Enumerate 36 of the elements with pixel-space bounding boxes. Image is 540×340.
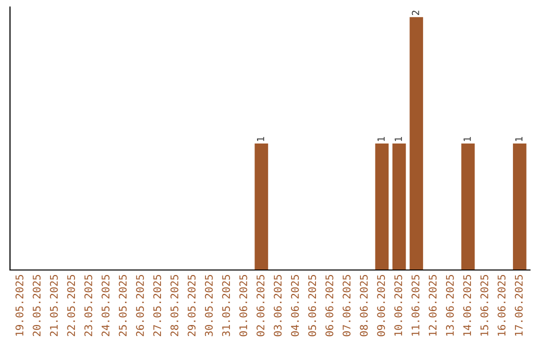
x-tick-label: 03.06.2025 [274,275,282,336]
x-tick-label: 17.06.2025 [514,275,523,336]
x-tick-label: 30.05.2025 [204,275,213,336]
data-label: 1 [394,136,402,141]
x-tick-label: 02.06.2025 [256,275,264,336]
x-tick-label: 20.05.2025 [32,275,41,336]
data-label: 1 [257,136,264,141]
x-tick-label: 06.06.2025 [325,275,334,336]
x-tick-label: 25.05.2025 [118,275,127,336]
data-label: 2 [412,10,420,16]
x-tick-label: 07.06.2025 [342,275,351,336]
data-label: 1 [378,136,385,141]
x-tick-label: 10.06.2025 [394,275,402,336]
x-tick-label: 09.06.2025 [377,275,385,336]
x-tick-label: 24.05.2025 [102,275,110,336]
x-tick-label: 14.06.2025 [463,275,472,336]
x-tick-label: 19.05.2025 [16,275,24,336]
x-tick-label: 31.05.2025 [222,275,230,336]
data-label: 1 [515,136,522,141]
x-tick-label: 23.05.2025 [84,275,92,336]
x-tick-label: 28.05.2025 [170,275,178,336]
x-tick-label: 16.06.2025 [498,275,506,336]
x-tick-label: 22.05.2025 [67,275,76,336]
x-tick-label: 13.06.2025 [446,275,454,336]
x-tick-label: 27.05.2025 [153,275,162,336]
x-tick-label: 12.06.2025 [428,275,437,336]
x-tick-label: 08.06.2025 [360,275,368,336]
x-tick-label: 15.06.2025 [480,275,488,336]
x-tick-label: 29.05.2025 [188,275,196,336]
x-tick-label: 01.06.2025 [239,275,248,336]
x-tick-label: 26.05.2025 [136,275,144,336]
x-tick-label: 04.06.2025 [291,275,299,336]
x-tick-label: 21.05.2025 [50,275,58,336]
x-tick-label: 11.06.2025 [412,275,420,336]
x-tick-label: 05.06.2025 [308,275,316,336]
data-label: 1 [464,136,471,141]
